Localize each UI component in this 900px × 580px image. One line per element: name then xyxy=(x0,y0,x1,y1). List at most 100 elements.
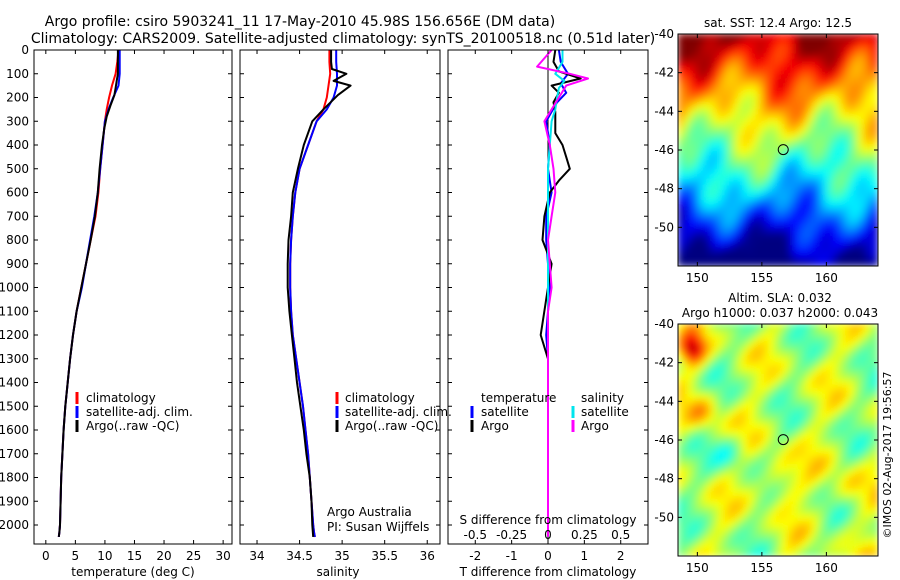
sst-cell xyxy=(852,124,859,131)
sst-cell xyxy=(757,245,764,252)
sst-cell xyxy=(678,119,684,126)
sst-cell xyxy=(742,68,749,75)
sla-cell xyxy=(697,373,704,380)
sst-cell xyxy=(852,104,859,111)
sla-cell xyxy=(822,424,829,431)
sla-cell xyxy=(772,520,779,527)
sla-cell xyxy=(822,494,829,502)
sla-cell xyxy=(782,333,789,340)
sla-cell xyxy=(802,444,809,451)
sst-cell xyxy=(752,164,759,171)
sla-cell xyxy=(742,444,749,451)
sla-cell xyxy=(717,409,724,416)
legend-label-satellite: satellite-adj. clim. xyxy=(345,405,452,419)
sla-cell xyxy=(797,409,804,416)
sst-cell xyxy=(747,225,754,232)
sla-cell xyxy=(682,540,689,547)
sla-cell xyxy=(867,505,874,512)
sst-cell xyxy=(678,255,684,262)
sla-cell xyxy=(842,378,849,386)
sst-cell xyxy=(852,189,859,196)
sst-cell xyxy=(702,250,709,257)
sla-cell xyxy=(682,409,689,416)
salinity-profile-lines xyxy=(286,50,352,538)
sla-cell xyxy=(742,535,749,542)
sst-cell xyxy=(862,215,869,222)
sst-cell xyxy=(857,38,864,45)
sst-cell xyxy=(857,199,864,206)
sla-cell xyxy=(862,384,869,391)
sst-cell xyxy=(742,179,749,186)
sla-cell xyxy=(807,394,814,401)
sla-cell xyxy=(872,464,878,471)
sst-cell xyxy=(852,174,859,181)
sst-cell xyxy=(867,38,874,45)
sla-cell xyxy=(732,343,739,350)
sst-cell xyxy=(807,109,814,116)
sst-cell xyxy=(747,235,754,242)
sla-cell xyxy=(867,479,874,486)
sst-cell xyxy=(802,199,809,206)
sla-cell xyxy=(822,409,829,416)
sla-cell xyxy=(742,404,749,411)
sst-cell xyxy=(807,119,814,126)
sla-cell xyxy=(737,328,744,335)
sla-cell xyxy=(757,444,764,451)
sst-cell xyxy=(687,68,694,75)
sst-cell xyxy=(737,199,744,206)
sla-cell xyxy=(747,414,754,421)
sst-cell xyxy=(762,215,769,222)
sst-cell xyxy=(857,159,864,166)
sla-cell xyxy=(747,324,754,330)
sst-cell xyxy=(692,220,699,227)
sla-cell xyxy=(862,333,869,340)
sst-cell xyxy=(802,34,809,40)
sst-cell xyxy=(702,73,709,80)
sst-cell xyxy=(797,94,804,101)
sla-cell xyxy=(832,540,839,547)
sla-cell xyxy=(678,545,684,552)
sla-cell xyxy=(787,500,794,507)
sst-cell xyxy=(782,204,789,212)
sst-cell xyxy=(802,104,809,111)
sst-cell xyxy=(737,63,744,70)
sla-cell xyxy=(862,530,869,537)
sla-cell xyxy=(787,540,794,547)
sla-cell xyxy=(867,419,874,426)
sst-cell xyxy=(847,260,854,266)
sst-cell xyxy=(832,119,839,126)
sla-cell xyxy=(822,363,829,370)
sst-cell xyxy=(682,38,689,45)
sla-cell xyxy=(852,384,859,391)
sla-cell xyxy=(752,520,759,527)
sst-cell xyxy=(847,179,854,186)
sst-cell xyxy=(747,83,754,90)
sst-cell xyxy=(697,255,704,262)
sla-cell xyxy=(687,469,694,476)
sst-cell xyxy=(767,119,774,126)
sst-cell xyxy=(687,104,694,111)
sla-cell xyxy=(722,545,729,552)
sst-cell xyxy=(707,245,714,252)
sst-cell xyxy=(678,124,684,131)
sla-cell xyxy=(712,419,719,426)
sla-cell xyxy=(757,324,764,330)
sla-cell xyxy=(822,358,829,365)
sst-cell xyxy=(782,260,789,266)
sst-cell xyxy=(777,149,784,156)
sla-cell xyxy=(772,389,779,396)
sst-cell xyxy=(807,250,814,257)
sla-cell xyxy=(712,489,719,496)
sla-cell xyxy=(762,545,769,552)
sla-cell xyxy=(732,525,739,532)
sst-cell xyxy=(732,119,739,126)
sst-cell xyxy=(697,129,704,136)
sst-cell xyxy=(757,48,764,55)
sst-cell xyxy=(837,189,844,196)
sla-cell xyxy=(747,363,754,370)
sla-cell xyxy=(872,540,878,547)
sla-cell xyxy=(817,439,824,446)
sla-cell xyxy=(817,540,824,547)
sla-cell xyxy=(757,358,764,365)
sla-cell xyxy=(837,479,844,486)
